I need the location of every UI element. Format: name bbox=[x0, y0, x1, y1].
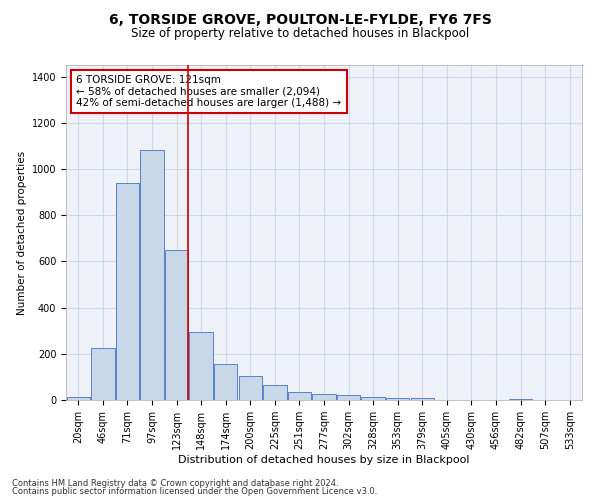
Bar bbox=[263, 385, 287, 400]
Bar bbox=[140, 150, 164, 400]
Bar bbox=[410, 398, 434, 400]
Bar bbox=[239, 376, 262, 400]
Text: Contains HM Land Registry data © Crown copyright and database right 2024.: Contains HM Land Registry data © Crown c… bbox=[12, 478, 338, 488]
Bar bbox=[165, 250, 188, 400]
Text: Size of property relative to detached houses in Blackpool: Size of property relative to detached ho… bbox=[131, 28, 469, 40]
Bar bbox=[313, 394, 335, 400]
Bar bbox=[214, 364, 238, 400]
Y-axis label: Number of detached properties: Number of detached properties bbox=[17, 150, 28, 314]
Bar bbox=[116, 183, 139, 400]
Bar bbox=[288, 392, 311, 400]
Text: Contains public sector information licensed under the Open Government Licence v3: Contains public sector information licen… bbox=[12, 487, 377, 496]
X-axis label: Distribution of detached houses by size in Blackpool: Distribution of detached houses by size … bbox=[178, 455, 470, 465]
Bar bbox=[337, 396, 360, 400]
Bar bbox=[361, 396, 385, 400]
Bar bbox=[190, 332, 213, 400]
Bar bbox=[386, 398, 409, 400]
Text: 6 TORSIDE GROVE: 121sqm
← 58% of detached houses are smaller (2,094)
42% of semi: 6 TORSIDE GROVE: 121sqm ← 58% of detache… bbox=[76, 75, 341, 108]
Bar bbox=[67, 396, 90, 400]
Bar bbox=[509, 399, 532, 400]
Bar bbox=[91, 348, 115, 400]
Text: 6, TORSIDE GROVE, POULTON-LE-FYLDE, FY6 7FS: 6, TORSIDE GROVE, POULTON-LE-FYLDE, FY6 … bbox=[109, 12, 491, 26]
